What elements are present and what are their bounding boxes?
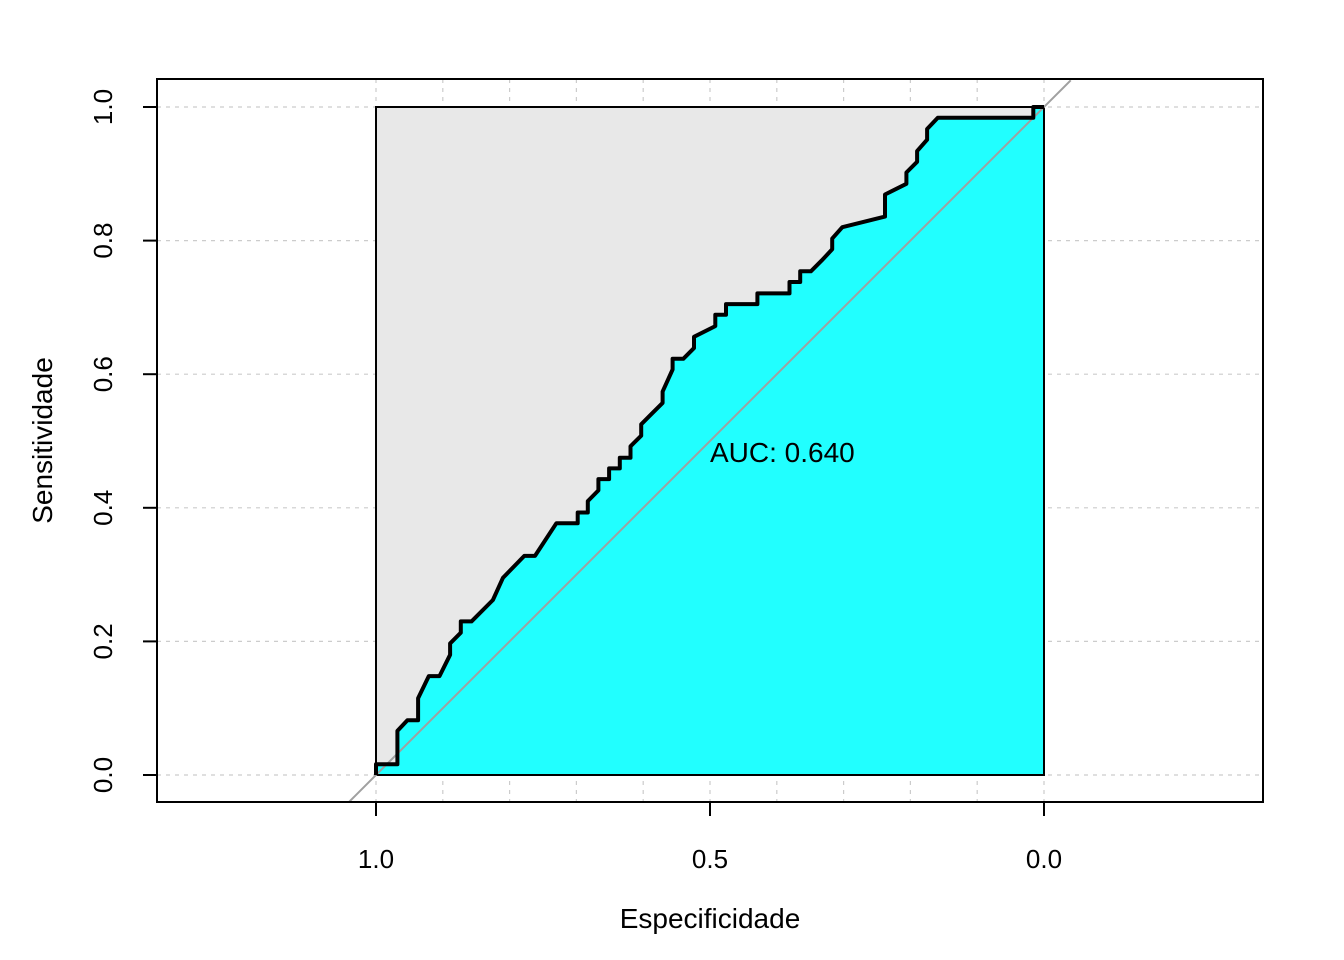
y-tick-label: 0.0: [88, 757, 118, 793]
x-axis-title: Especificidade: [620, 903, 801, 934]
roc-curve-line: [374, 105, 1044, 775]
x-tick-label: 0.5: [692, 844, 728, 874]
y-tick-label: 1.0: [88, 89, 118, 125]
y-tick-label: 0.6: [88, 356, 118, 392]
y-tick-label: 0.8: [88, 223, 118, 259]
y-tick-label: 0.2: [88, 623, 118, 659]
x-tick-label: 1.0: [358, 844, 394, 874]
chance-diagonal-line: [348, 79, 1072, 803]
y-axis: 0.0 0.2 0.4 0.6 0.8 1.0: [88, 89, 158, 793]
y-tick-label: 0.4: [88, 490, 118, 526]
y-axis-title: Sensitividade: [27, 357, 58, 524]
x-tick-label: 0.0: [1026, 844, 1062, 874]
x-axis: 1.0 0.5 0.0: [358, 801, 1062, 874]
auc-label: AUC: 0.640: [710, 437, 855, 468]
